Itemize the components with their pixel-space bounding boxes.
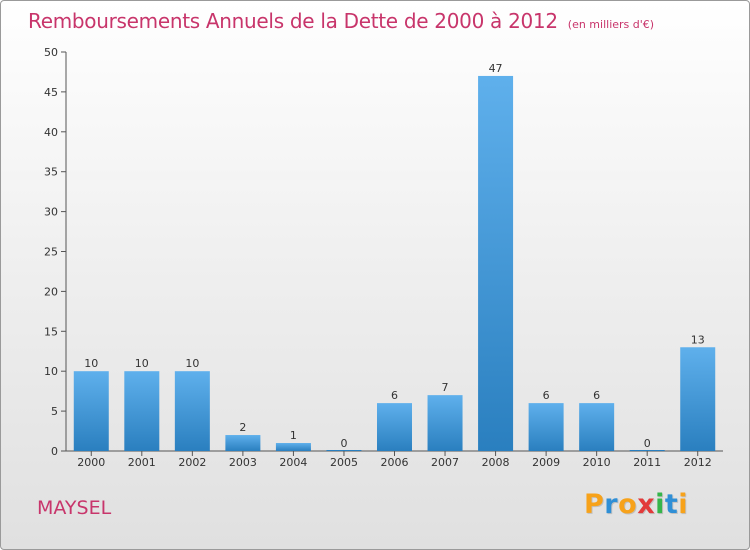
y-tick-label: 20 bbox=[44, 285, 58, 298]
bar bbox=[124, 371, 160, 451]
bar-value-label: 13 bbox=[691, 333, 705, 346]
logo-letter: P bbox=[584, 489, 605, 520]
x-tick-label: 2002 bbox=[178, 456, 206, 469]
x-tick-label: 2004 bbox=[279, 456, 307, 469]
logo-letter: x bbox=[637, 489, 656, 520]
bar-value-label: 6 bbox=[391, 389, 398, 402]
bar bbox=[579, 403, 615, 451]
bar bbox=[174, 371, 210, 451]
bar-value-label: 6 bbox=[593, 389, 600, 402]
chart-title: Remboursements Annuels de la Dette de 20… bbox=[28, 9, 654, 33]
bar-value-label: 6 bbox=[543, 389, 550, 402]
x-tick-label: 2012 bbox=[684, 456, 712, 469]
x-tick-label: 2011 bbox=[633, 456, 661, 469]
x-tick-label: 2000 bbox=[77, 456, 105, 469]
bar-value-label: 0 bbox=[340, 437, 347, 450]
bar bbox=[275, 443, 311, 451]
bar bbox=[326, 450, 362, 451]
bar-value-label: 1 bbox=[290, 429, 297, 442]
x-tick-label: 2008 bbox=[482, 456, 510, 469]
bar bbox=[478, 75, 514, 451]
y-tick-label: 50 bbox=[44, 46, 58, 59]
x-tick-label: 2005 bbox=[330, 456, 358, 469]
bar-value-label: 47 bbox=[489, 62, 503, 75]
proxiti-logo: Proxiti bbox=[584, 489, 688, 520]
bar bbox=[528, 403, 564, 451]
y-tick-label: 45 bbox=[44, 86, 58, 99]
y-tick-label: 5 bbox=[51, 405, 58, 418]
bar bbox=[427, 395, 463, 451]
y-tick-label: 15 bbox=[44, 325, 58, 338]
bar-value-label: 10 bbox=[185, 357, 199, 370]
logo-letter: t bbox=[664, 489, 679, 520]
y-tick-label: 0 bbox=[51, 445, 58, 458]
y-tick-label: 35 bbox=[44, 166, 58, 179]
bar bbox=[680, 347, 716, 451]
bar-value-label: 0 bbox=[644, 437, 651, 450]
logo-letter: i bbox=[655, 489, 665, 520]
bar bbox=[629, 450, 665, 451]
logo-letter: r bbox=[604, 489, 619, 520]
x-tick-label: 2009 bbox=[532, 456, 560, 469]
bar bbox=[73, 371, 109, 451]
y-tick-label: 30 bbox=[44, 206, 58, 219]
x-tick-label: 2010 bbox=[583, 456, 611, 469]
x-tick-label: 2001 bbox=[128, 456, 156, 469]
y-tick-label: 40 bbox=[44, 126, 58, 139]
bar-value-label: 10 bbox=[135, 357, 149, 370]
commune-name: MAYSEL bbox=[37, 497, 112, 519]
bar-value-label: 10 bbox=[84, 357, 98, 370]
logo-letter: o bbox=[618, 489, 638, 520]
y-tick-label: 10 bbox=[44, 365, 58, 378]
y-tick-label: 25 bbox=[44, 246, 58, 259]
x-tick-label: 2007 bbox=[431, 456, 459, 469]
bar-value-label: 2 bbox=[239, 421, 246, 434]
x-tick-label: 2003 bbox=[229, 456, 257, 469]
bar bbox=[225, 435, 261, 451]
x-tick-label: 2006 bbox=[381, 456, 409, 469]
chart-unit: (en milliers d'€) bbox=[567, 18, 655, 31]
bar-value-label: 7 bbox=[442, 381, 449, 394]
logo-letter: i bbox=[678, 489, 689, 520]
chart-title-text: Remboursements Annuels de la Dette de 20… bbox=[28, 9, 558, 33]
bar bbox=[377, 403, 412, 451]
